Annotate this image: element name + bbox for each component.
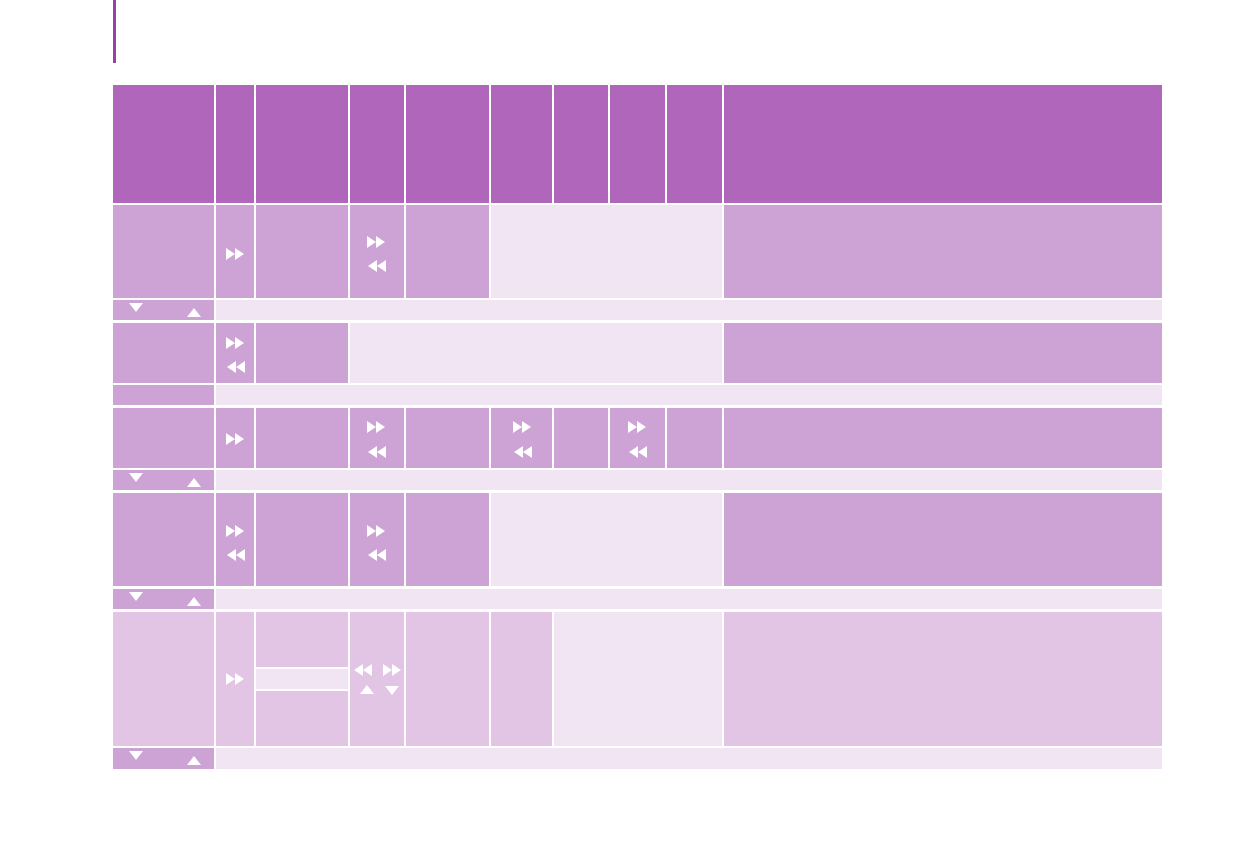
separator-label: [113, 385, 214, 405]
row-label-cell: [113, 408, 214, 468]
table-cell: [256, 323, 348, 383]
table-cell: [406, 612, 489, 746]
notes-cell: [724, 493, 1162, 586]
table-cell: [406, 205, 489, 298]
triangle-up-icon[interactable]: [187, 478, 201, 487]
notes-cell: [724, 205, 1162, 298]
row-label-cell: [113, 612, 214, 746]
notes-cell: [724, 408, 1162, 468]
triangle-down-icon[interactable]: [129, 473, 143, 482]
triangle-up-icon[interactable]: [187, 756, 201, 765]
header-cell: [113, 85, 214, 203]
fast-forward-icon[interactable]: [383, 664, 403, 676]
fast-forward-icon[interactable]: [226, 248, 246, 260]
table-cell: [554, 612, 722, 746]
table-cell: [256, 612, 348, 667]
rewind-icon[interactable]: [367, 446, 387, 458]
toggle-bar: [216, 385, 1162, 405]
rewind-icon[interactable]: [226, 361, 246, 373]
table-cell: [491, 408, 552, 468]
triangle-down-icon[interactable]: [129, 592, 143, 601]
fast-forward-icon[interactable]: [367, 421, 387, 433]
toggle-control[interactable]: [113, 470, 214, 490]
table-cell: [350, 493, 404, 586]
rewind-icon[interactable]: [367, 260, 387, 272]
table-cell: [216, 612, 254, 746]
toggle-bar: [216, 300, 1162, 320]
table-cell: [610, 408, 665, 468]
table-cell: [256, 408, 348, 468]
table-cell: [256, 669, 348, 689]
toggle-control[interactable]: [113, 589, 214, 609]
triangle-down-icon[interactable]: [129, 751, 143, 760]
rewind-icon[interactable]: [628, 446, 648, 458]
rewind-icon[interactable]: [513, 446, 533, 458]
fast-forward-icon[interactable]: [226, 337, 246, 349]
fast-forward-icon[interactable]: [513, 421, 533, 433]
table-cell: [216, 323, 254, 383]
table-cell: [256, 205, 348, 298]
header-cell: [667, 85, 722, 203]
header-cell: [350, 85, 404, 203]
table-cell: [350, 205, 404, 298]
table-cell: [216, 493, 254, 586]
toggle-bar: [216, 589, 1162, 609]
table-cell: [256, 691, 348, 746]
triangle-up-icon[interactable]: [360, 685, 374, 694]
table-cell: [491, 493, 722, 586]
table-cell: [350, 612, 404, 746]
notes-cell: [724, 323, 1162, 383]
fast-forward-icon[interactable]: [367, 236, 387, 248]
table-cell: [554, 408, 608, 468]
accent-bar: [113, 0, 116, 63]
table-cell: [667, 408, 722, 468]
rewind-icon[interactable]: [226, 549, 246, 561]
row-label-cell: [113, 493, 214, 586]
header-cell: [491, 85, 552, 203]
header-cell: [724, 85, 1162, 203]
rewind-icon[interactable]: [353, 664, 373, 676]
header-cell: [256, 85, 348, 203]
fast-forward-icon[interactable]: [226, 433, 246, 445]
fast-forward-icon[interactable]: [226, 673, 246, 685]
header-cell: [406, 85, 489, 203]
triangle-down-icon[interactable]: [129, 303, 143, 312]
triangle-up-icon[interactable]: [187, 308, 201, 317]
table-cell: [216, 408, 254, 468]
fast-forward-icon[interactable]: [367, 525, 387, 537]
table-cell: [350, 408, 404, 468]
table-cell: [216, 205, 254, 298]
fast-forward-icon[interactable]: [226, 525, 246, 537]
fast-forward-icon[interactable]: [628, 421, 648, 433]
table-cell: [350, 323, 722, 383]
table-cell: [256, 493, 348, 586]
toggle-bar: [216, 470, 1162, 490]
row-label-cell: [113, 205, 214, 298]
toggle-control[interactable]: [113, 748, 214, 769]
row-label-cell: [113, 323, 214, 383]
notes-cell: [724, 612, 1162, 746]
triangle-down-icon[interactable]: [385, 686, 399, 695]
header-cell: [554, 85, 608, 203]
toggle-control[interactable]: [113, 300, 214, 320]
header-cell: [610, 85, 665, 203]
table-cell: [406, 408, 489, 468]
header-cell: [216, 85, 254, 203]
table-cell: [491, 205, 722, 298]
rewind-icon[interactable]: [367, 549, 387, 561]
toggle-bar: [216, 748, 1162, 769]
table-cell: [406, 493, 489, 586]
triangle-up-icon[interactable]: [187, 597, 201, 606]
table-cell: [491, 612, 552, 746]
